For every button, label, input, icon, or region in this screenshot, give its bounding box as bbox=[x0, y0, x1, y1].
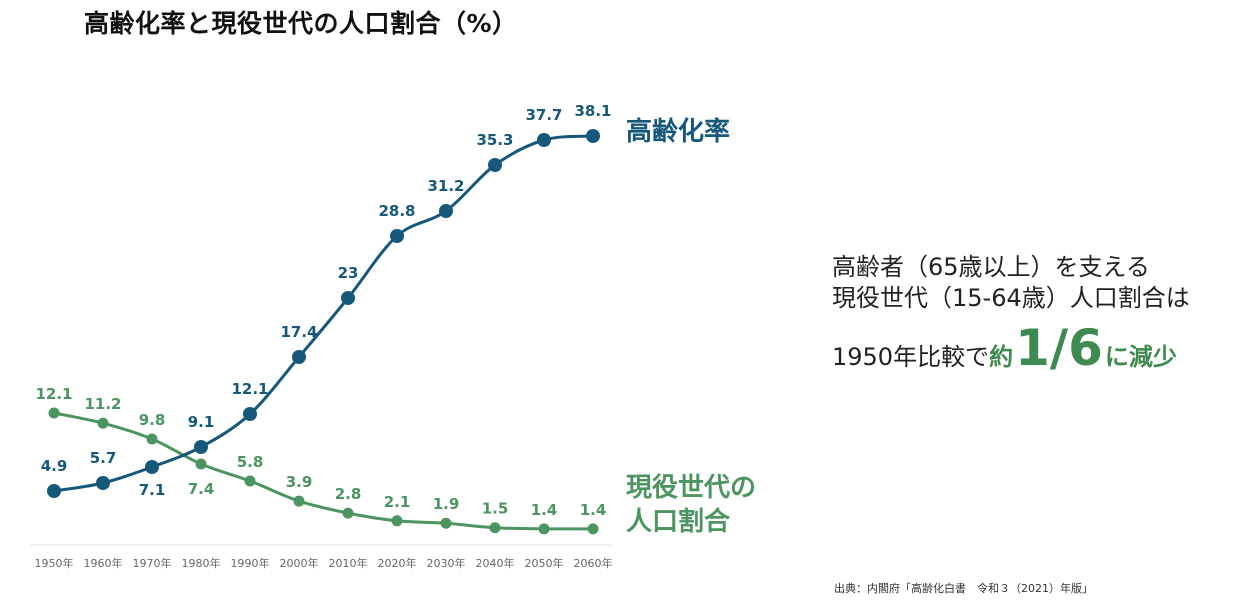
data-label-working: 1.4 bbox=[531, 501, 558, 519]
data-point-working bbox=[342, 507, 354, 519]
data-label-elderly: 35.3 bbox=[476, 131, 513, 149]
x-tick-label: 1950年 bbox=[35, 556, 74, 570]
data-point-elderly bbox=[439, 204, 453, 218]
x-tick-label: 2020年 bbox=[378, 556, 417, 570]
data-point-elderly bbox=[145, 460, 159, 474]
data-label-elderly: 28.8 bbox=[378, 202, 415, 220]
data-label-elderly: 12.1 bbox=[231, 380, 268, 398]
callout-prefix: 1950年比較で bbox=[832, 343, 990, 371]
callout-emphasis-about: 約 bbox=[989, 343, 1014, 371]
series-label-working-line2: 人口割合 bbox=[626, 506, 731, 537]
data-point-elderly bbox=[292, 350, 306, 364]
data-point-working bbox=[48, 407, 60, 419]
data-point-elderly bbox=[390, 229, 404, 243]
source-note: 出典：内閣府「高齢化白書 令和３（2021）年版」 bbox=[834, 582, 1093, 595]
data-label-working: 5.8 bbox=[237, 453, 264, 471]
data-point-elderly bbox=[537, 133, 551, 147]
x-tick-label: 1990年 bbox=[231, 556, 270, 570]
callout-emphasis-decrease: に減少 bbox=[1104, 343, 1177, 371]
callout-text: 高齢者（65歳以上）を支える 現役世代（15-64歳）人口割合は 1950年比較… bbox=[832, 252, 1190, 373]
data-point-elderly bbox=[243, 407, 257, 421]
data-point-working bbox=[97, 417, 109, 429]
data-point-working bbox=[587, 523, 599, 535]
data-label-elderly: 5.7 bbox=[90, 449, 117, 467]
callout-fraction: 1/6 bbox=[1015, 319, 1103, 377]
x-tick-label: 1970年 bbox=[133, 556, 172, 570]
data-label-working: 1.4 bbox=[580, 501, 607, 519]
series-line-elderly bbox=[53, 134, 594, 493]
data-point-elderly bbox=[96, 476, 110, 490]
data-point-working bbox=[244, 475, 256, 487]
x-tick-label: 2050年 bbox=[525, 556, 564, 570]
data-point-elderly bbox=[194, 440, 208, 454]
data-label-working: 2.1 bbox=[384, 493, 411, 511]
data-label-elderly: 23 bbox=[338, 264, 359, 282]
data-point-working bbox=[391, 515, 403, 527]
series-working-population: 12.1 11.2 9.8 7.4 5.8 3.9 2.8 2.1 1.9 1.5 1.4 1.4 bbox=[35, 385, 607, 535]
series-label-working-line1: 現役世代の bbox=[626, 473, 756, 503]
chart-title: 高齢化率と現役世代の人口割合（%） bbox=[84, 9, 518, 38]
data-label-elderly: 9.1 bbox=[188, 413, 215, 431]
x-tick-label: 1980年 bbox=[182, 556, 221, 570]
data-label-working: 3.9 bbox=[286, 473, 313, 491]
data-point-working bbox=[440, 517, 452, 529]
callout-line-2: 現役世代（15-64歳）人口割合は bbox=[832, 284, 1190, 312]
x-tick-label: 1960年 bbox=[84, 556, 123, 570]
x-axis-ticks: 1950年 1960年 1970年 1980年 1990年 2000年 2010年 2020年… bbox=[35, 556, 613, 570]
data-label-working: 11.2 bbox=[84, 395, 121, 413]
data-point-elderly bbox=[488, 158, 502, 172]
data-point-working bbox=[146, 433, 158, 445]
data-point-elderly bbox=[586, 129, 600, 143]
data-label-elderly: 4.9 bbox=[41, 457, 68, 475]
data-point-working bbox=[538, 523, 550, 535]
data-point-elderly bbox=[47, 484, 61, 498]
data-label-working: 2.8 bbox=[335, 485, 362, 503]
x-tick-label: 2060年 bbox=[574, 556, 613, 570]
data-label-elderly: 37.7 bbox=[525, 106, 562, 124]
data-label-working: 7.4 bbox=[188, 480, 215, 498]
data-point-working bbox=[195, 458, 207, 470]
data-label-elderly: 17.4 bbox=[280, 323, 317, 341]
data-label-working: 12.1 bbox=[35, 385, 72, 403]
callout-line-1: 高齢者（65歳以上）を支える bbox=[832, 253, 1150, 281]
data-point-working bbox=[293, 495, 305, 507]
data-point-working bbox=[489, 522, 501, 534]
x-tick-label: 2030年 bbox=[427, 556, 466, 570]
callout-line-3: 1950年比較で 約 1/6 に減少 bbox=[832, 319, 1190, 377]
data-label-working: 1.9 bbox=[433, 495, 460, 513]
x-tick-label: 2040年 bbox=[476, 556, 515, 570]
data-label-elderly: 31.2 bbox=[427, 177, 464, 195]
data-label-elderly: 7.1 bbox=[139, 481, 166, 499]
data-label-working: 9.8 bbox=[139, 411, 166, 429]
series-elderly-rate: 4.9 5.7 7.1 9.1 12.1 17.4 23 28.8 31.2 35.3 37.7 38… bbox=[41, 102, 612, 499]
data-label-working: 1.5 bbox=[482, 500, 509, 518]
series-line-working bbox=[53, 411, 594, 531]
x-tick-label: 2010年 bbox=[329, 556, 368, 570]
series-label-elderly: 高齢化率 bbox=[626, 116, 730, 147]
data-point-elderly bbox=[341, 291, 355, 305]
data-label-elderly: 38.1 bbox=[574, 102, 611, 120]
x-tick-label: 2000年 bbox=[280, 556, 319, 570]
